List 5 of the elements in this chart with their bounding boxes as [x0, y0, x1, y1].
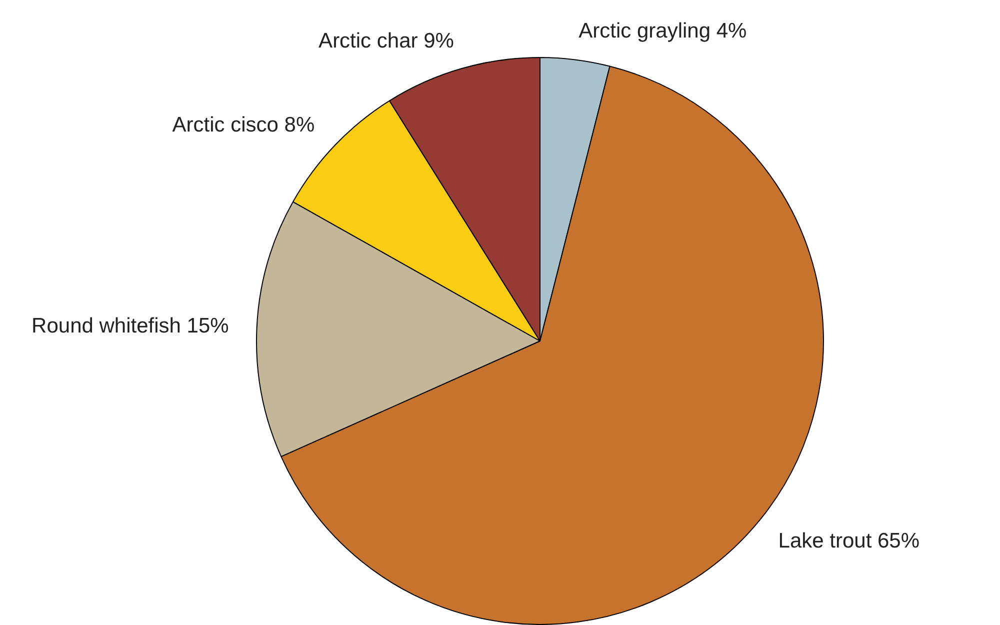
slice-label: Lake trout 65% [778, 529, 920, 552]
slice-label: Arctic char 9% [318, 29, 454, 52]
slice-label: Round whitefish 15% [32, 314, 229, 338]
slice-label: Arctic cisco 8% [172, 114, 315, 137]
slice-label: Arctic grayling 4% [578, 20, 747, 43]
